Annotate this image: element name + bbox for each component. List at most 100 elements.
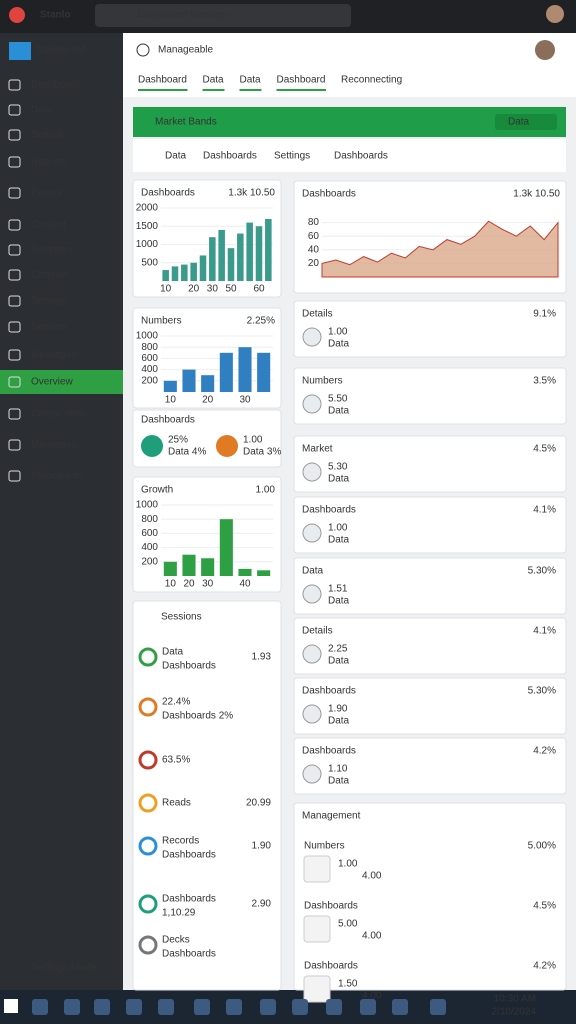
nav-icon <box>8 79 21 91</box>
y-tick-label: 200 <box>141 375 158 386</box>
item-icon <box>303 915 331 943</box>
taskbar-icon[interactable] <box>158 999 174 1015</box>
x-tick-label: 20 <box>188 284 200 295</box>
list-title: Dashboards <box>302 746 356 757</box>
list-pct: 4.5% <box>533 444 556 455</box>
bar <box>190 262 197 281</box>
item-sub: Dashboards <box>162 661 216 672</box>
taskbar-icon[interactable] <box>326 999 342 1015</box>
header-tab[interactable]: Reconnecting <box>341 75 402 86</box>
nav-item[interactable]: Reports <box>31 157 66 168</box>
list-sub: Data <box>328 406 350 417</box>
nav-item[interactable]: Dashboard <box>31 80 80 91</box>
x-tick-label: 10 <box>165 579 177 590</box>
y-tick-label: 400 <box>141 364 158 375</box>
avatar-top[interactable] <box>546 5 564 23</box>
y-tick-label: 1000 <box>136 239 159 250</box>
bar <box>238 568 252 576</box>
bar <box>199 255 207 281</box>
nav-item[interactable]: Participants <box>31 471 83 482</box>
taskbar-icon[interactable] <box>32 999 48 1015</box>
taskbar-icon[interactable] <box>64 999 80 1015</box>
y-tick-label: 600 <box>141 528 158 539</box>
list-sub: Data <box>328 474 350 485</box>
taskbar-icon[interactable] <box>194 999 210 1015</box>
taskbar-icon[interactable] <box>260 999 276 1015</box>
subtab[interactable]: Settings <box>274 151 310 162</box>
nav-item[interactable]: Data <box>31 105 53 116</box>
chart-title: Growth <box>141 485 173 496</box>
taskbar-icon[interactable] <box>94 999 110 1015</box>
item-title: Dashboards <box>304 961 358 972</box>
nav-item[interactable]: Events <box>31 188 62 199</box>
list-icon <box>302 327 322 347</box>
list-title: Dashboards <box>302 686 356 697</box>
item-sub: Dashboards 2% <box>162 711 233 722</box>
clock-date: 2/10/2024 <box>492 1007 537 1018</box>
x-tick-label: 20 <box>183 579 195 590</box>
item-sub: 4.00 <box>362 871 382 882</box>
browser-icon[interactable] <box>9 7 25 23</box>
chart-title: Dashboards <box>141 188 195 199</box>
nav-icon <box>8 187 21 199</box>
subtab[interactable]: Dashboards <box>203 151 257 162</box>
bar <box>181 264 188 281</box>
list-sub: Data <box>328 339 350 350</box>
nav-item[interactable]: Messages <box>31 440 77 451</box>
taskbar-icon[interactable] <box>226 999 242 1015</box>
y-tick-label: 200 <box>141 556 158 567</box>
banner-button[interactable] <box>495 114 557 130</box>
header-tab[interactable]: Dashboard <box>277 75 326 86</box>
list-value: 5.30 <box>328 462 348 473</box>
item-pct: 4.2% <box>533 961 556 972</box>
brand-logo <box>9 42 31 60</box>
list-card <box>293 300 567 358</box>
item-sub: Dashboards <box>162 949 216 960</box>
nav-item[interactable]: Summary <box>31 245 74 256</box>
header-tab[interactable]: Data <box>203 75 225 86</box>
chart-badge: 1.00 <box>256 485 276 496</box>
list-title: Details <box>302 309 333 320</box>
nav-item[interactable]: Content <box>31 220 66 231</box>
nav-icon <box>8 269 21 281</box>
x-tick-label: 30 <box>202 579 214 590</box>
y-tick-label: 40 <box>308 244 320 255</box>
avatar[interactable] <box>535 40 555 60</box>
nav-item[interactable]: Composition <box>31 409 87 420</box>
card <box>132 409 282 468</box>
item-pct: 4.5% <box>533 901 556 912</box>
y-tick-label: 60 <box>308 231 320 242</box>
list-icon <box>302 704 322 724</box>
header-tab[interactable]: Dashboard <box>138 75 187 86</box>
stat-sub: Data 3% <box>243 447 281 458</box>
stat-sub: Data 4% <box>168 447 206 458</box>
item-icon <box>138 697 158 717</box>
nav-item[interactable]: Overview <box>31 377 73 388</box>
header-tab[interactable]: Data <box>240 75 262 86</box>
bar <box>218 229 225 281</box>
list-sub: Data <box>328 596 350 607</box>
x-tick-label: 30 <box>239 395 251 406</box>
taskbar-icon[interactable] <box>126 999 142 1015</box>
taskbar-icon[interactable] <box>430 999 446 1015</box>
banner-button-text[interactable]: Data <box>508 117 530 128</box>
card-title: Dashboards <box>141 415 195 426</box>
list-sub: Data <box>328 535 350 546</box>
subtab[interactable]: Data <box>165 151 187 162</box>
nav-icon <box>8 349 21 361</box>
taskbar-icon[interactable] <box>292 999 308 1015</box>
subtab[interactable]: Dashboards <box>334 151 388 162</box>
bar <box>257 570 271 576</box>
nav-item[interactable]: Search <box>31 130 63 141</box>
nav-item[interactable]: Controls <box>31 270 68 281</box>
nav-item[interactable]: Devices <box>31 322 67 333</box>
list-value: 1.00 <box>328 523 348 534</box>
tab[interactable] <box>95 4 351 27</box>
y-tick-label: 800 <box>141 514 158 525</box>
chart-badge: 1.3k 10.50 <box>228 188 275 199</box>
taskbar-icon[interactable] <box>360 999 376 1015</box>
nav-item[interactable]: Messages <box>31 350 77 361</box>
taskbar-icon[interactable] <box>392 999 408 1015</box>
nav-item[interactable]: Settings <box>31 296 67 307</box>
start-button[interactable] <box>4 999 18 1013</box>
